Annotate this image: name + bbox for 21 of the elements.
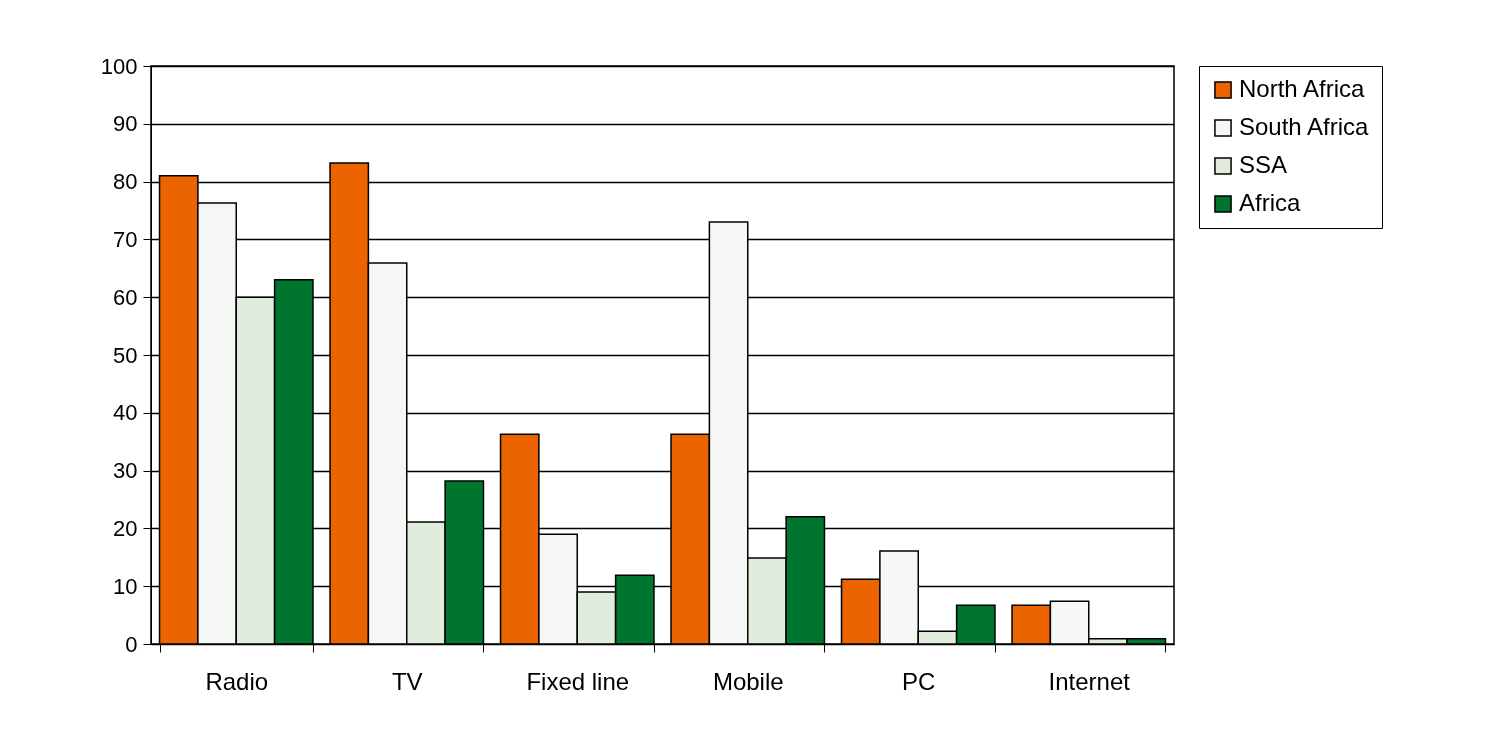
legend-label: Africa: [1239, 189, 1301, 216]
y-tick-label: 0: [125, 631, 138, 657]
legend-label: SSA: [1239, 151, 1288, 178]
y-tick-label: 10: [113, 573, 138, 599]
y-tick-label: 60: [113, 284, 138, 310]
x-tick-label: Mobile: [712, 667, 784, 695]
x-tick-label: TV: [391, 667, 423, 695]
y-tick-label: 50: [113, 342, 138, 368]
y-tick-label: 80: [113, 169, 138, 195]
y-tick-label: 40: [113, 400, 138, 426]
x-tick-label: Fixed line: [526, 667, 630, 695]
x-tick-label: PC: [902, 667, 936, 695]
x-tick-label: Internet: [1048, 667, 1131, 695]
y-tick-label: 100: [100, 53, 138, 79]
y-tick-label: 30: [113, 458, 138, 484]
legend-label: North Africa: [1239, 75, 1366, 102]
y-tick-label: 20: [113, 515, 138, 541]
y-tick-label: 90: [113, 111, 138, 137]
x-tick-label: Radio: [205, 667, 269, 695]
y-tick-label: 70: [113, 226, 138, 252]
legend-label: South Africa: [1239, 113, 1370, 140]
